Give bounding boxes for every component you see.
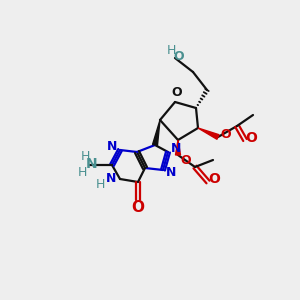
Text: O: O — [181, 154, 191, 167]
Text: H: H — [80, 149, 90, 163]
Text: H: H — [166, 44, 176, 56]
Text: O: O — [208, 172, 220, 186]
Text: O: O — [131, 200, 145, 215]
Polygon shape — [198, 128, 219, 139]
Text: N: N — [171, 142, 181, 155]
Text: H: H — [77, 167, 87, 179]
Text: O: O — [221, 128, 231, 140]
Polygon shape — [152, 120, 160, 146]
Text: N: N — [107, 140, 117, 154]
Text: H: H — [95, 178, 105, 190]
Text: O: O — [245, 131, 257, 145]
Text: N: N — [166, 167, 176, 179]
Text: N: N — [86, 157, 98, 171]
Text: O: O — [172, 86, 182, 100]
Text: O: O — [174, 50, 184, 64]
Polygon shape — [176, 140, 181, 155]
Text: N: N — [106, 172, 116, 185]
